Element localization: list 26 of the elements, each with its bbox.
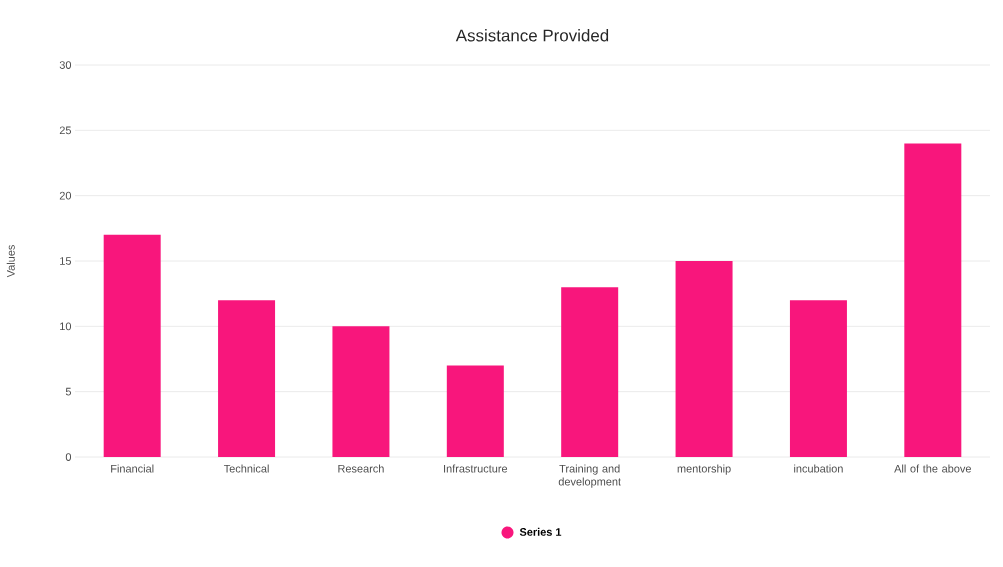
bar (103, 234, 161, 457)
y-tick-label: 10 (60, 322, 72, 331)
x-tick-label: incubation (794, 464, 843, 473)
x-tick-label: Technical (223, 464, 269, 473)
y-axis-title: Values (6, 245, 15, 278)
y-tick-label: 30 (59, 61, 72, 69)
bar (675, 261, 733, 457)
x-tick-label: mentorship (677, 464, 731, 475)
bar (561, 287, 619, 457)
bar (904, 143, 962, 457)
x-tick-label: Research (338, 464, 384, 473)
y-tick-label: 25 (59, 126, 72, 135)
y-tick-label: 0 (65, 453, 72, 461)
bar (332, 326, 390, 457)
y-tick-label: 20 (59, 191, 72, 200)
y-tick-label: 15 (60, 257, 72, 265)
bar (446, 365, 504, 457)
bar (218, 300, 276, 457)
x-tick-label: Financial (111, 464, 154, 473)
x-tick-label: Infrastructure (444, 464, 508, 473)
legend-label: Series 1 (519, 527, 562, 536)
x-tick-label: Training and development (558, 464, 621, 488)
x-tick-label: All of the above (894, 464, 971, 473)
chart-title: Assistance Provided (455, 29, 609, 42)
y-tick-label: 5 (65, 387, 72, 396)
bar (789, 300, 847, 457)
